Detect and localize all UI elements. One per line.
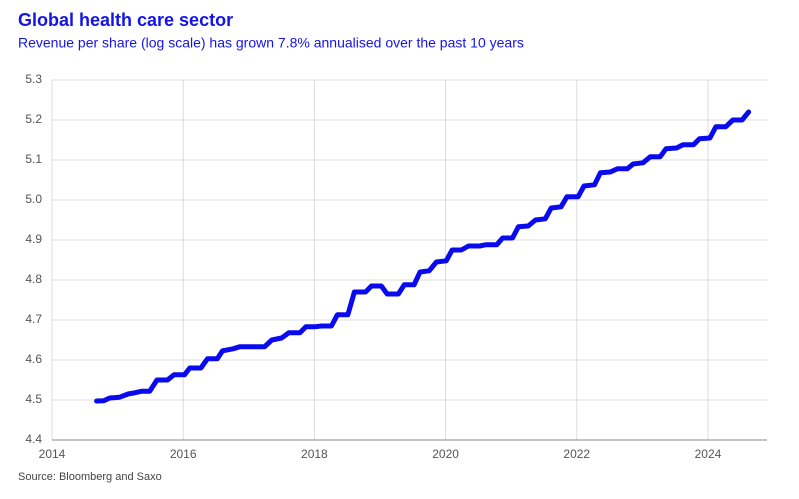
y-tick-label: 4.6 <box>25 352 42 366</box>
source-note: Source: Bloomberg and Saxo <box>18 471 162 483</box>
y-tick-label: 4.7 <box>25 312 42 326</box>
x-tick-label: 2016 <box>170 447 197 461</box>
y-tick-label: 5.2 <box>25 112 42 126</box>
chart-title: Global health care sector <box>18 10 233 30</box>
x-tick-label: 2024 <box>695 447 722 461</box>
y-tick-label: 5.3 <box>25 72 42 86</box>
y-tick-label: 4.5 <box>25 392 42 406</box>
y-tick-label: 4.4 <box>25 432 42 446</box>
x-tick-label: 2018 <box>301 447 328 461</box>
y-tick-label: 4.8 <box>25 272 42 286</box>
x-tick-label: 2014 <box>39 447 66 461</box>
x-tick-label: 2022 <box>563 447 590 461</box>
chart-subtitle: Revenue per share (log scale) has grown … <box>18 35 524 51</box>
y-tick-label: 5.1 <box>25 152 42 166</box>
x-tick-label: 2020 <box>432 447 459 461</box>
y-tick-label: 4.9 <box>25 232 42 246</box>
line-series <box>94 109 752 404</box>
y-tick-label: 5.0 <box>25 192 42 206</box>
